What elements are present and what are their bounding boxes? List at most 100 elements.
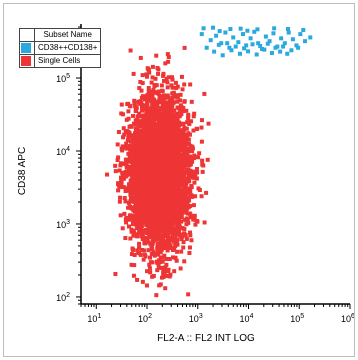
single-cells-point	[145, 101, 150, 106]
single-cells-point	[154, 170, 159, 175]
single-cells-point	[142, 97, 147, 102]
single-cells-point	[132, 153, 137, 158]
single-cells-point	[165, 141, 170, 146]
single-cells-point	[155, 200, 160, 205]
single-cells-point	[166, 268, 171, 273]
single-cells-point	[123, 236, 128, 241]
single-cells-point	[158, 249, 163, 254]
single-cells-point	[170, 152, 175, 157]
single-cells-point	[154, 176, 159, 181]
single-cells-point	[119, 111, 124, 116]
single-cells-point	[128, 48, 133, 53]
single-cells-point	[156, 161, 161, 166]
single-cells-point	[129, 262, 134, 267]
single-cells-point	[166, 218, 171, 223]
single-cells-point	[165, 129, 170, 134]
single-cells-point	[132, 199, 137, 204]
single-cells-point	[137, 131, 142, 136]
single-cells-point	[164, 210, 169, 215]
single-cells-point	[186, 167, 191, 172]
single-cells-point	[126, 205, 131, 210]
single-cells-point	[184, 210, 189, 215]
single-cells-point	[186, 137, 191, 142]
single-cells-point	[180, 187, 185, 192]
single-cells-point	[164, 104, 169, 109]
single-cells-point	[149, 189, 154, 194]
single-cells-point	[161, 107, 166, 112]
single-cells-point	[175, 167, 180, 172]
single-cells-point	[126, 224, 131, 229]
cd38-cd138-point	[204, 45, 209, 50]
single-cells-point	[132, 176, 137, 181]
single-cells-point	[154, 111, 159, 116]
single-cells-point	[129, 124, 134, 129]
single-cells-point	[186, 173, 191, 178]
single-cells-point	[142, 214, 147, 219]
single-cells-point	[151, 239, 156, 244]
single-cells-point	[128, 236, 133, 241]
single-cells-point	[144, 159, 149, 164]
single-cells-point	[186, 179, 191, 184]
single-cells-point	[165, 246, 170, 251]
single-cells-point	[145, 212, 150, 217]
single-cells-point	[133, 130, 138, 135]
single-cells-point	[200, 158, 205, 163]
single-cells-point	[182, 259, 187, 264]
cd38-cd138-point	[278, 49, 283, 54]
single-cells-point	[187, 245, 192, 250]
single-cells-point	[151, 165, 156, 170]
cd38-cd138-point	[263, 34, 268, 39]
single-cells-point	[132, 263, 137, 268]
single-cells-point	[127, 182, 132, 187]
cd38-cd138-point	[248, 36, 253, 41]
cd38-cd138-point	[254, 52, 259, 57]
single-cells-point	[183, 150, 188, 155]
single-cells-point	[181, 176, 186, 181]
single-cells-point	[133, 104, 138, 109]
single-cells-point	[166, 95, 171, 100]
single-cells-point	[184, 206, 189, 211]
single-cells-point	[185, 163, 190, 168]
single-cells-point	[168, 159, 173, 164]
single-cells-point	[140, 81, 145, 86]
single-cells-point	[151, 173, 156, 178]
single-cells-point	[137, 122, 142, 127]
single-cells-point	[148, 270, 153, 275]
single-cells-point	[162, 120, 167, 125]
single-cells-point	[123, 188, 128, 193]
cd38-cd138-point	[298, 32, 303, 37]
single-cells-point	[168, 230, 173, 235]
cd38-cd138-point	[272, 26, 277, 31]
single-cells-point	[182, 157, 187, 162]
single-cells-point	[150, 171, 155, 176]
single-cells-point	[155, 268, 160, 273]
single-cells-point	[152, 97, 157, 102]
single-cells-point	[137, 111, 142, 116]
single-cells-point	[139, 191, 144, 196]
single-cells-point	[191, 114, 196, 119]
single-cells-point	[192, 180, 197, 185]
single-cells-point	[147, 70, 152, 75]
single-cells-point	[149, 154, 154, 159]
single-cells-point	[146, 226, 151, 231]
single-cells-point	[132, 252, 137, 257]
single-cells-point	[140, 133, 145, 138]
single-cells-point	[143, 123, 148, 128]
cd38-cd138-point	[267, 39, 272, 44]
single-cells-point	[158, 158, 163, 163]
single-cells-point	[157, 196, 162, 201]
single-cells-point	[157, 211, 162, 216]
single-cells-point	[129, 177, 134, 182]
single-cells-point	[170, 97, 175, 102]
single-cells-point	[133, 182, 138, 187]
single-cells-point	[141, 130, 146, 135]
single-cells-point	[168, 213, 173, 218]
single-cells-point	[170, 110, 175, 115]
single-cells-point	[184, 236, 189, 241]
cd38-cd138-point	[211, 25, 216, 30]
single-cells-point	[156, 112, 161, 117]
single-cells-point	[186, 197, 191, 202]
single-cells-point	[170, 248, 175, 253]
single-cells-point	[129, 148, 134, 153]
single-cells-point	[132, 100, 137, 105]
